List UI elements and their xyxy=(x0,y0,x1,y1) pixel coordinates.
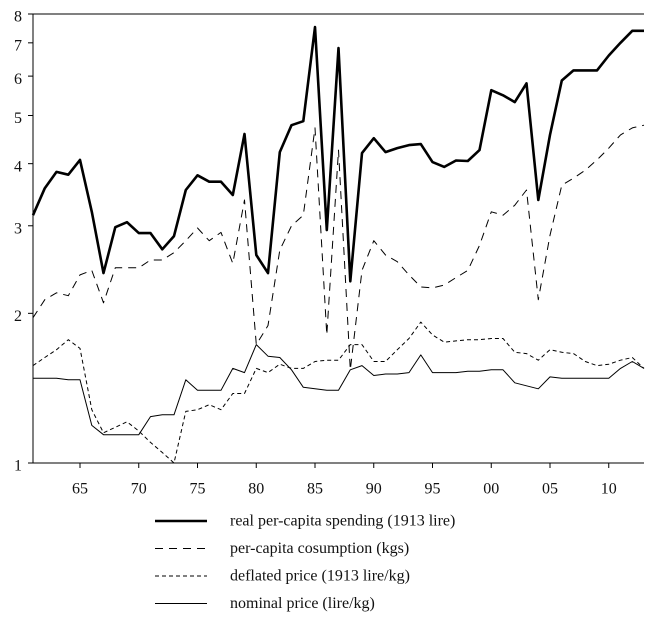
y-tick-label: 4 xyxy=(14,158,22,175)
y-tick-label: 3 xyxy=(14,220,22,237)
x-tick-label: 65 xyxy=(72,481,88,498)
legend-label: nominal price (lire/kg) xyxy=(230,595,375,612)
x-tick-label: 10 xyxy=(601,481,617,498)
series-line xyxy=(31,25,644,283)
x-tick-label: 75 xyxy=(190,481,206,498)
y-tick-label: 6 xyxy=(14,71,22,88)
y-tick-label: 5 xyxy=(14,110,22,127)
series-line xyxy=(33,344,645,436)
x-tick-label: 00 xyxy=(483,481,499,498)
y-tick-label: 8 xyxy=(14,9,22,26)
series-line xyxy=(32,321,645,464)
x-tick-label: 90 xyxy=(366,481,382,498)
series-line xyxy=(32,124,645,371)
legend-label: deflated price (1913 lire/kg) xyxy=(230,568,410,585)
y-tick-label: 7 xyxy=(14,38,22,55)
x-tick-label: 95 xyxy=(425,481,441,498)
x-tick-label: 80 xyxy=(248,481,264,498)
x-tick-label: 05 xyxy=(542,481,558,498)
legend-label: per-capita cosumption (kgs) xyxy=(230,540,409,557)
y-tick-label: 2 xyxy=(14,308,22,325)
legend-label: real per-capita spending (1913 lire) xyxy=(230,513,455,530)
y-tick-label: 1 xyxy=(14,458,22,475)
x-tick-label: 70 xyxy=(131,481,147,498)
x-tick-label: 85 xyxy=(307,481,323,498)
